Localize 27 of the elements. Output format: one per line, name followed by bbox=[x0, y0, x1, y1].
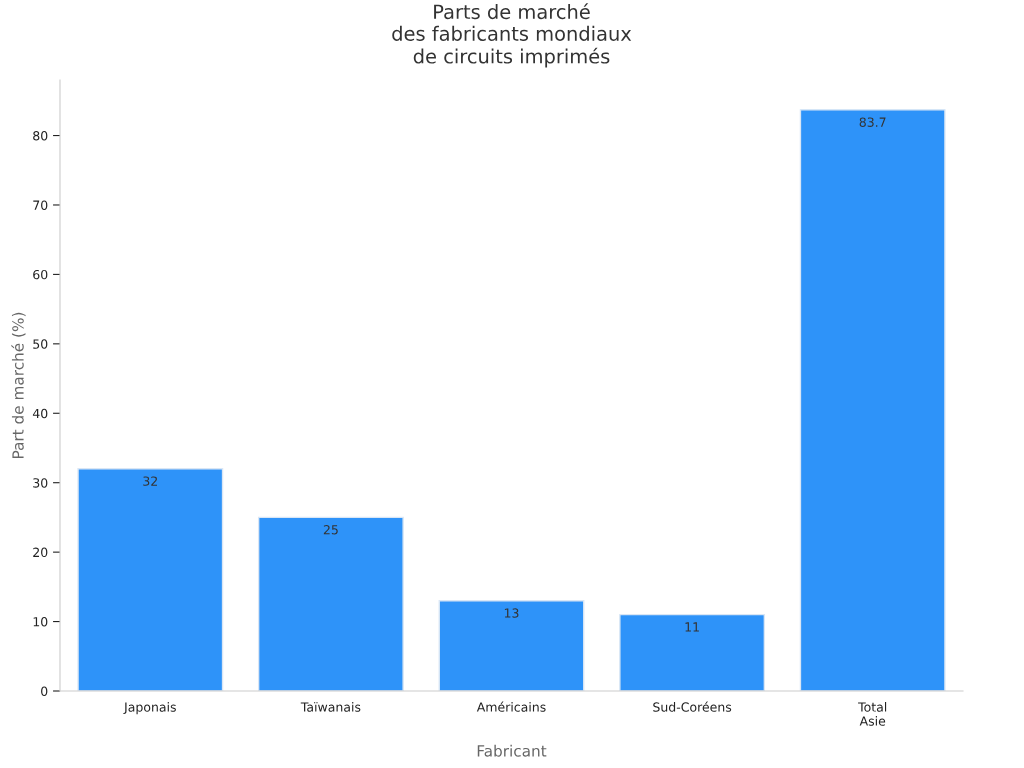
y-tick-label: 70 bbox=[33, 200, 48, 210]
bar bbox=[77, 468, 224, 691]
y-tick-label: 40 bbox=[32, 408, 48, 419]
y-tick-label: 80 bbox=[33, 131, 48, 141]
bar bbox=[438, 600, 585, 691]
data-label: 11 bbox=[685, 622, 699, 632]
x-tick-label: Taïwanais bbox=[300, 702, 361, 712]
bar bbox=[619, 613, 766, 691]
bar bbox=[799, 109, 946, 691]
y-tick-label: 60 bbox=[33, 269, 48, 280]
x-tick-label: Sud-Coréens bbox=[653, 701, 732, 712]
chart-title: Parts de marché des fabricants mondiaux de circuits imprimés bbox=[392, 3, 632, 68]
bar bbox=[257, 516, 404, 691]
x-tick-label: Total Asie bbox=[858, 702, 887, 726]
data-label: 25 bbox=[323, 524, 338, 535]
y-tick-label: 20 bbox=[33, 547, 48, 558]
x-axis-title: Fabricant bbox=[477, 744, 547, 757]
data-label: 32 bbox=[143, 476, 157, 486]
data-label: 83.7 bbox=[859, 117, 886, 127]
y-tick-label: 10 bbox=[33, 617, 48, 627]
y-tick-label: 0 bbox=[41, 686, 48, 696]
data-label: 13 bbox=[504, 608, 519, 618]
x-tick-label: Japonais bbox=[123, 702, 176, 715]
y-axis-title: Part de marché (%) bbox=[11, 312, 26, 458]
y-tick-label: 30 bbox=[33, 478, 48, 488]
y-tick-label: 50 bbox=[33, 339, 48, 349]
x-tick-label: Américains bbox=[476, 701, 546, 712]
